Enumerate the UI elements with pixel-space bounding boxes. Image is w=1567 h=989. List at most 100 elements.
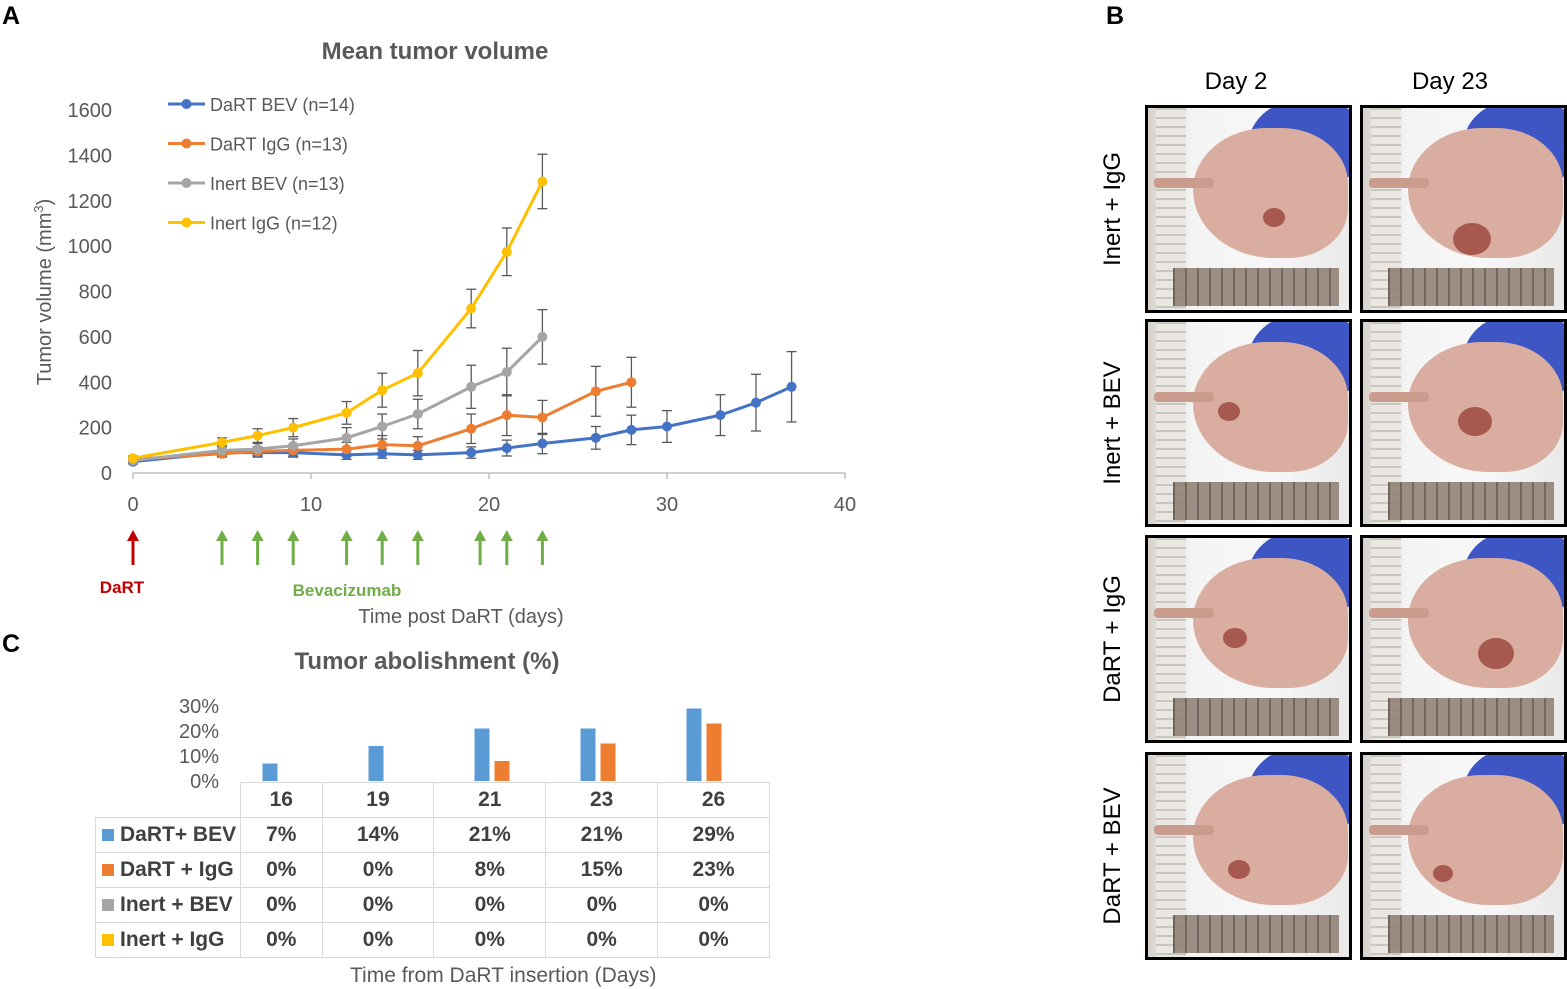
photo-mouse: [1408, 775, 1563, 905]
data-point: [341, 432, 352, 443]
photo-tail: [1154, 825, 1214, 835]
table-cell: 0%: [240, 887, 323, 923]
bar: [600, 743, 616, 781]
series-line: [132, 180, 544, 460]
data-point: [412, 449, 423, 460]
photo-tumor: [1263, 208, 1285, 227]
photo-ruler-h: [1388, 268, 1554, 306]
data-point: [786, 381, 797, 392]
table-cell: 21%: [545, 817, 659, 853]
table-corner: [95, 782, 241, 818]
bar-y-tick-label: 30%: [179, 696, 219, 718]
data-point: [128, 453, 138, 464]
legend-label: Inert BEV (n=13): [210, 174, 345, 194]
row-label-dart-bev: DaRT+ BEV: [95, 817, 241, 853]
y-tick-label: 200: [79, 418, 112, 440]
table-cell: 0%: [545, 922, 659, 958]
photo-tail: [1154, 178, 1214, 188]
bevacizumab-arrow-head: [411, 530, 424, 541]
photo-mouse: [1408, 558, 1563, 688]
table-cell: 0%: [321, 887, 435, 923]
photo-mouse: [1408, 342, 1563, 472]
photo-row-label: Inert + BEV: [1099, 361, 1126, 485]
table-cell: 0%: [240, 852, 323, 888]
photo-mouse: [1193, 558, 1348, 688]
photo-ruler-h: [1388, 915, 1554, 953]
x-tick-label: 30: [656, 494, 678, 516]
photo-ruler-h: [1173, 915, 1339, 953]
photo-tail: [1369, 608, 1429, 618]
photo-mouse: [1193, 775, 1348, 905]
bevacizumab-arrow-head: [251, 530, 264, 541]
photo-ruler-h: [1173, 482, 1339, 520]
bevacizumab-arrow-head: [216, 530, 228, 541]
mouse-photo: [1360, 319, 1567, 527]
y-tick-label: 400: [79, 372, 112, 394]
photo-tumor: [1458, 407, 1492, 436]
table-cell: 8%: [433, 852, 547, 888]
legend-swatch: [102, 899, 114, 912]
bevacizumab-arrow-head: [340, 530, 353, 541]
data-point: [590, 386, 601, 397]
bevacizumab-arrow-head: [474, 530, 487, 541]
photo-tumor: [1223, 628, 1247, 649]
table-col-header: 21: [433, 782, 547, 818]
bar: [686, 708, 702, 781]
mouse-photo: [1145, 319, 1352, 527]
x-tick-label: 40: [834, 494, 856, 516]
row-label-inert-bev: Inert + BEV: [95, 887, 241, 923]
photo-tail: [1369, 392, 1429, 402]
bar-y-tick-label: 20%: [179, 721, 219, 743]
bar: [474, 728, 490, 781]
data-point: [341, 407, 352, 418]
bar-chart-xlabel: Time from DaRT insertion (Days): [350, 964, 657, 987]
table-cell: 0%: [545, 887, 659, 923]
table-col-header: 16: [240, 782, 323, 818]
data-point: [466, 381, 477, 392]
table-cell: 0%: [433, 887, 547, 923]
table-row: Inert + IgG 0% 0% 0% 0% 0%: [95, 922, 770, 958]
data-point: [217, 437, 227, 448]
table-row: DaRT+ BEV 7% 14% 21% 21% 29%: [95, 817, 770, 853]
bevacizumab-arrow-head: [376, 530, 389, 541]
data-point: [662, 421, 672, 432]
mouse-photo: [1360, 535, 1567, 743]
bevacizumab-label: Bevacizumab: [293, 581, 402, 600]
table-cell: 0%: [657, 922, 770, 958]
data-point: [501, 246, 512, 257]
x-tick-label: 0: [127, 494, 138, 516]
data-point: [288, 422, 299, 433]
legend-marker: [181, 217, 192, 228]
bar: [580, 728, 596, 781]
data-point: [626, 424, 637, 435]
legend-marker: [181, 138, 192, 149]
photo-row-label: Inert + IgG: [1099, 151, 1126, 267]
data-point: [501, 367, 512, 378]
data-point: [466, 303, 477, 314]
table-cell: 15%: [545, 852, 659, 888]
table-cell: 29%: [657, 817, 770, 853]
bar: [368, 746, 384, 781]
bar-y-tick-label: 10%: [179, 746, 219, 768]
data-point: [537, 412, 548, 423]
table-cell: 21%: [433, 817, 547, 853]
dart-label: DaRT: [100, 578, 145, 597]
bar-chart-title: Tumor abolishment (%): [294, 648, 560, 675]
photo-column-day2: Day 2: [1204, 68, 1268, 95]
legend-swatch: [102, 829, 114, 842]
photo-tumor: [1228, 860, 1250, 879]
bevacizumab-arrow-head: [536, 530, 549, 541]
table-col-header: 19: [321, 782, 435, 818]
photo-tumor: [1218, 402, 1240, 421]
legend-label: Inert IgG (n=12): [210, 214, 338, 234]
table-row: DaRT + IgG 0% 0% 8% 15% 23%: [95, 852, 770, 888]
mouse-photo: [1360, 105, 1567, 313]
table-cell: 0%: [433, 922, 547, 958]
photo-ruler-h: [1388, 698, 1554, 736]
bar-chart: 0%10%20%30%: [179, 696, 722, 793]
series-line: [132, 335, 544, 463]
mouse-photo: [1145, 535, 1352, 743]
data-point: [217, 445, 227, 456]
legend-marker: [181, 178, 192, 188]
data-point: [288, 440, 299, 451]
